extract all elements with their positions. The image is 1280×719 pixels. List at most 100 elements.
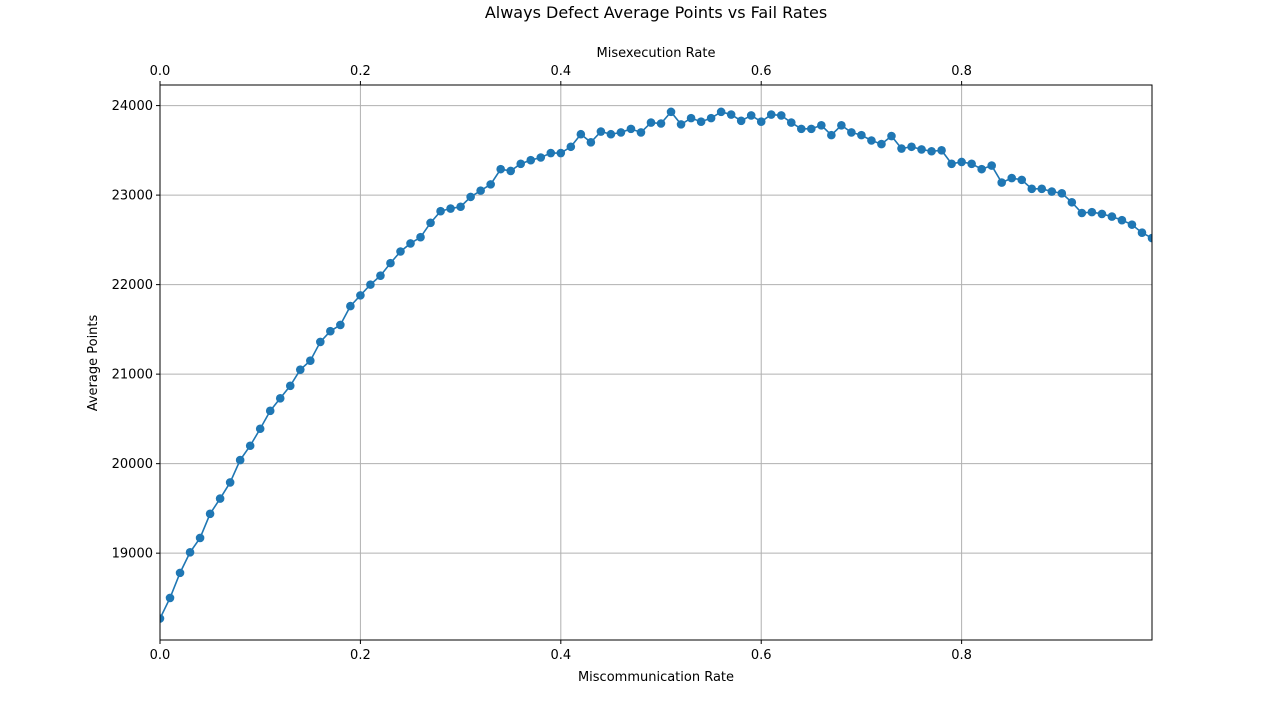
data-point: [215, 494, 225, 503]
data-point: [1027, 184, 1037, 194]
data-point: [1127, 220, 1137, 229]
data-point: [265, 406, 275, 416]
data-point: [616, 128, 626, 137]
data-point: [376, 271, 385, 280]
data-point: [1037, 184, 1047, 194]
data-point: [416, 232, 425, 242]
data-point: [997, 178, 1006, 187]
x2-tick-label: 0.2: [350, 64, 371, 79]
data-point: [746, 111, 756, 120]
data-point: [857, 130, 866, 140]
data-point: [476, 186, 485, 195]
chart-title: Always Defect Average Points vs Fail Rat…: [485, 3, 827, 22]
data-point: [275, 394, 285, 403]
data-point: [716, 107, 726, 117]
data-point: [1097, 209, 1107, 219]
y-axis-label: Average Points: [86, 314, 101, 411]
data-point: [977, 164, 986, 174]
x2-tick-label: 0.6: [751, 64, 772, 79]
data-point: [1087, 207, 1097, 217]
data-point: [235, 455, 245, 465]
data-point: [446, 204, 455, 213]
data-point: [1107, 212, 1117, 221]
data-point: [897, 144, 906, 153]
y-tick-label: 22000: [112, 278, 153, 293]
data-point: [957, 157, 966, 167]
data-point: [516, 159, 526, 169]
data-point: [1047, 187, 1057, 196]
data-point: [937, 146, 946, 155]
data-point: [877, 139, 886, 149]
data-point: [636, 128, 646, 137]
data-point: [1057, 189, 1067, 198]
data-point: [967, 159, 976, 169]
data-point: [426, 218, 435, 228]
data-point: [436, 206, 445, 216]
data-point: [175, 568, 185, 578]
data-point: [596, 127, 606, 136]
data-point: [606, 129, 616, 139]
data-point: [160, 614, 165, 623]
data-point: [1007, 173, 1017, 183]
data-point: [686, 113, 696, 123]
data-point: [766, 110, 776, 119]
data-point: [195, 533, 205, 543]
x-tick-label: 0.6: [751, 648, 772, 663]
data-point: [466, 192, 475, 202]
data-point: [706, 113, 716, 123]
data-point: [396, 247, 405, 256]
data-point: [566, 142, 576, 152]
data-point: [185, 547, 195, 557]
data-point: [736, 116, 746, 126]
y-tick-label: 21000: [112, 368, 153, 383]
data-point: [306, 356, 315, 366]
data-point: [255, 424, 265, 434]
data-point: [807, 124, 816, 134]
data-point: [386, 258, 395, 268]
data-point: [336, 320, 345, 330]
data-point: [1137, 228, 1147, 238]
data-point: [827, 130, 836, 140]
data-point: [887, 131, 896, 141]
data-point: [506, 166, 516, 176]
grid: [159, 85, 1152, 640]
x-tick-label: 0.8: [951, 648, 972, 663]
data-point: [245, 441, 255, 451]
data-point: [987, 161, 996, 170]
data-point: [847, 128, 856, 137]
data-point: [786, 118, 796, 127]
data-point: [346, 301, 355, 311]
data-point: [546, 148, 556, 158]
x-tick-label: 0.2: [350, 648, 371, 663]
data-point: [817, 120, 826, 130]
x2-tick-label: 0.0: [150, 64, 171, 79]
axis-ticks: 0.0 0.2 0.4 0.6 0.8 0.0 0.2 0.4 0.6 0.8 19000 20000…: [112, 64, 972, 663]
data-point: [326, 326, 335, 336]
series-line: [160, 110, 1152, 619]
data-point: [1147, 233, 1152, 243]
x2-tick-label: 0.8: [951, 64, 972, 79]
data-point: [867, 136, 876, 145]
y-tick-label: 19000: [112, 547, 153, 562]
data-point: [927, 146, 936, 156]
data-point: [576, 129, 586, 139]
x-tick-label: 0.4: [550, 648, 571, 663]
data-point: [1077, 208, 1087, 218]
data-point: [756, 117, 766, 127]
top-axis-label: Misexecution Rate: [597, 46, 716, 61]
data-point: [556, 148, 566, 158]
data-point: [1067, 197, 1077, 207]
data-point: [626, 124, 636, 134]
data-points: [160, 107, 1152, 623]
data-point: [726, 110, 736, 119]
data-point: [837, 120, 846, 130]
data-point: [796, 124, 806, 134]
y-tick-label: 23000: [112, 189, 153, 204]
data-point: [676, 120, 686, 129]
series-line-layer: [160, 110, 1152, 619]
data-point: [456, 202, 465, 212]
data-point: [947, 159, 956, 169]
bottom-axis-label: Miscommunication Rate: [578, 670, 734, 685]
data-point: [696, 117, 706, 127]
